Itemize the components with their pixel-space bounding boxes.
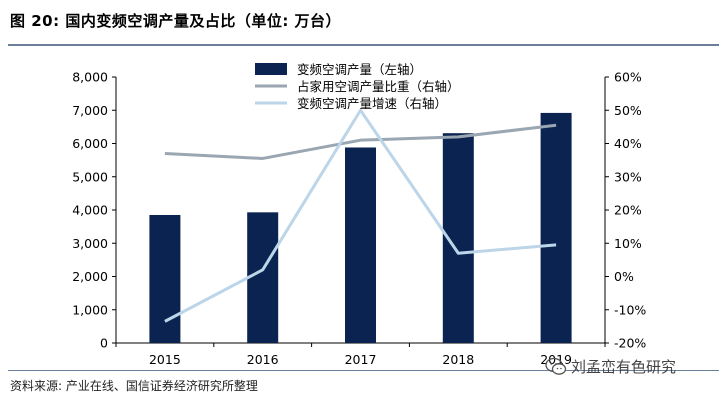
bar bbox=[540, 112, 572, 343]
bar bbox=[247, 212, 279, 343]
watermark: 刘孟峦有色研究 bbox=[545, 356, 676, 377]
right-tick-label: -20% bbox=[614, 336, 646, 351]
x-tick-label: 2015 bbox=[149, 352, 181, 367]
watermark-text: 刘孟峦有色研究 bbox=[571, 358, 677, 376]
right-tick-label: 10% bbox=[614, 236, 642, 251]
x-tick-label: 2018 bbox=[442, 352, 474, 367]
right-tick-label: 60% bbox=[614, 70, 642, 85]
right-tick-label: 20% bbox=[614, 203, 642, 218]
chart-title: 图 20: 国内变频空调产量及占比（单位: 万台） bbox=[10, 12, 342, 30]
left-tick-label: 7,000 bbox=[72, 103, 108, 118]
bar bbox=[149, 214, 181, 343]
right-tick-label: 50% bbox=[614, 103, 642, 118]
legend-swatch-bar bbox=[255, 63, 287, 75]
legend-label: 占家用空调产量比重（右轴） bbox=[297, 79, 460, 94]
share-line bbox=[164, 123, 557, 160]
right-tick-label: 0% bbox=[614, 269, 634, 284]
x-tick-label: 2019 bbox=[540, 352, 572, 367]
left-tick-label: 4,000 bbox=[72, 203, 108, 218]
left-tick-label: 2,000 bbox=[72, 269, 108, 284]
legend-label: 变频空调产量增速（右轴） bbox=[297, 96, 447, 111]
left-tick-label: 6,000 bbox=[72, 136, 108, 151]
title-divider bbox=[8, 44, 719, 46]
left-tick-label: 0 bbox=[100, 336, 108, 351]
right-tick-label: -10% bbox=[614, 302, 646, 317]
bar bbox=[345, 147, 376, 343]
left-tick-label: 8,000 bbox=[72, 70, 108, 85]
x-tick-label: 2016 bbox=[247, 352, 279, 367]
line-series bbox=[164, 108, 557, 323]
right-tick-label: 30% bbox=[614, 169, 642, 184]
chart-axes: 0 1,000 2,000 3,000 4,000 5,000 6,000 7,000 8,00… bbox=[72, 70, 646, 368]
chart-legend: 变频空调产量（左轴） 占家用空调产量比重（右轴） 变频空调产量增速（右轴） bbox=[255, 62, 460, 111]
left-tick-label: 1,000 bbox=[72, 302, 108, 317]
wechat-icon bbox=[545, 357, 567, 375]
growth-line bbox=[164, 108, 557, 323]
source-note: 资料来源: 产业在线、国信证券经济研究所整理 bbox=[10, 379, 258, 393]
legend-label: 变频空调产量（左轴） bbox=[297, 62, 422, 77]
bar-series bbox=[149, 112, 572, 343]
right-tick-label: 40% bbox=[614, 136, 642, 151]
x-tick-label: 2017 bbox=[345, 352, 377, 367]
left-tick-label: 5,000 bbox=[72, 169, 108, 184]
left-tick-label: 3,000 bbox=[72, 236, 108, 251]
footer-divider bbox=[8, 370, 719, 371]
